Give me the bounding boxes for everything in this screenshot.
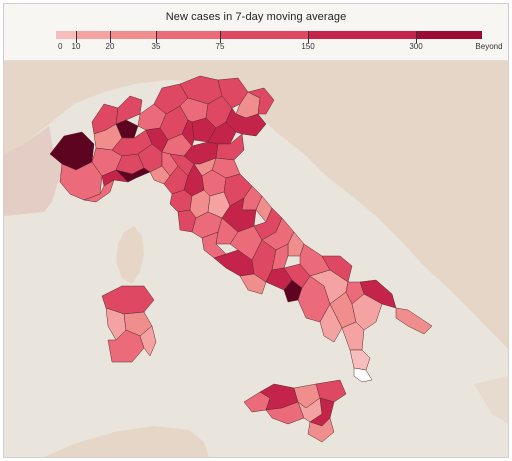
legend-swatch-10-20: [76, 31, 110, 39]
province-region: [115, 167, 151, 183]
legend-tick: [416, 31, 417, 43]
legend-tick: [220, 31, 221, 43]
legend: New cases in 7-day moving average 0 10 2…: [4, 4, 508, 61]
legend-labels: 0 10 20 35 75 150 300 Beyond: [56, 42, 506, 54]
land-sicily-south-hint: [474, 376, 508, 424]
legend-tick: [76, 31, 77, 43]
legend-label-300: 300: [409, 42, 423, 51]
legend-label-35: 35: [151, 42, 161, 51]
legend-swatch-150-300: [308, 31, 416, 39]
legend-swatch-20-35: [110, 31, 156, 39]
province-region: [239, 273, 267, 295]
province-region: [341, 321, 365, 351]
land-northern-europe: [4, 61, 508, 349]
legend-title: New cases in 7-day moving average: [165, 11, 347, 23]
legend-swatch-35-75: [156, 31, 220, 39]
map-frame: New cases in 7-day moving average 0 10 2…: [3, 3, 509, 458]
legend-swatch-300-beyond: [416, 31, 482, 39]
legend-tick: [110, 31, 111, 43]
legend-label-20: 20: [105, 42, 115, 51]
legend-label-beyond: Beyond: [475, 42, 503, 51]
province-region: [139, 325, 157, 357]
legend-label-10: 10: [71, 42, 81, 51]
province-region: [307, 417, 335, 443]
province-region: [395, 307, 433, 335]
province-region: [349, 349, 371, 371]
province-region: [271, 243, 289, 271]
legend-label-150: 150: [301, 42, 315, 51]
province-region: [181, 119, 195, 147]
land-north-africa: [44, 426, 209, 457]
legend-label-0: 0: [58, 42, 63, 51]
province-region: [315, 379, 347, 403]
legend-ticks: [56, 31, 482, 43]
province-region: [319, 303, 343, 343]
sardinia: [101, 285, 157, 363]
province-region: [83, 179, 115, 203]
legend-swatch-0-10: [56, 31, 76, 39]
province-region: [225, 107, 267, 137]
sicily: [243, 379, 347, 443]
province-region: [247, 87, 275, 115]
legend-tick: [156, 31, 157, 43]
land-corsica: [116, 226, 144, 284]
legend-color-scale: [56, 31, 482, 39]
choropleth-map: [4, 61, 508, 457]
legend-swatch-75-150: [220, 31, 308, 39]
legend-tick: [308, 31, 309, 43]
land-france: [4, 126, 64, 216]
legend-label-75: 75: [215, 42, 225, 51]
province-region: [321, 255, 353, 283]
italy-mainland: [49, 75, 433, 383]
province-region: [353, 367, 373, 383]
